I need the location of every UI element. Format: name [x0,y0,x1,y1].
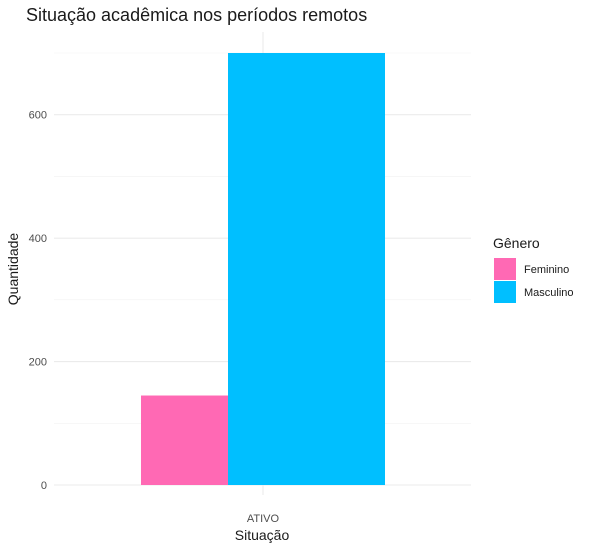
bar-masculino-ativo [228,53,385,485]
x-tick-label: ATIVO [247,513,280,525]
legend-label-masculino: Masculino [524,287,574,299]
bars [141,53,385,485]
legend: Gênero Feminino Masculino [493,235,574,303]
y-tick-label: 200 [29,357,47,369]
legend-key-masculino [494,281,516,303]
y-tick-label: 0 [41,480,47,492]
legend-title: Gênero [493,235,540,251]
legend-label-feminino: Feminino [524,264,569,276]
chart-title: Situação acadêmica nos períodos remotos [26,5,367,25]
x-axis-title: Situação [235,527,290,543]
legend-key-feminino [494,258,516,280]
y-axis-ticks: 0 200 400 600 [29,110,47,492]
y-tick-label: 600 [29,110,47,122]
y-tick-label: 400 [29,233,47,245]
x-axis-ticks: ATIVO [247,513,280,525]
y-axis-title: Quantidade [5,233,21,306]
bar-feminino-ativo [141,395,228,485]
